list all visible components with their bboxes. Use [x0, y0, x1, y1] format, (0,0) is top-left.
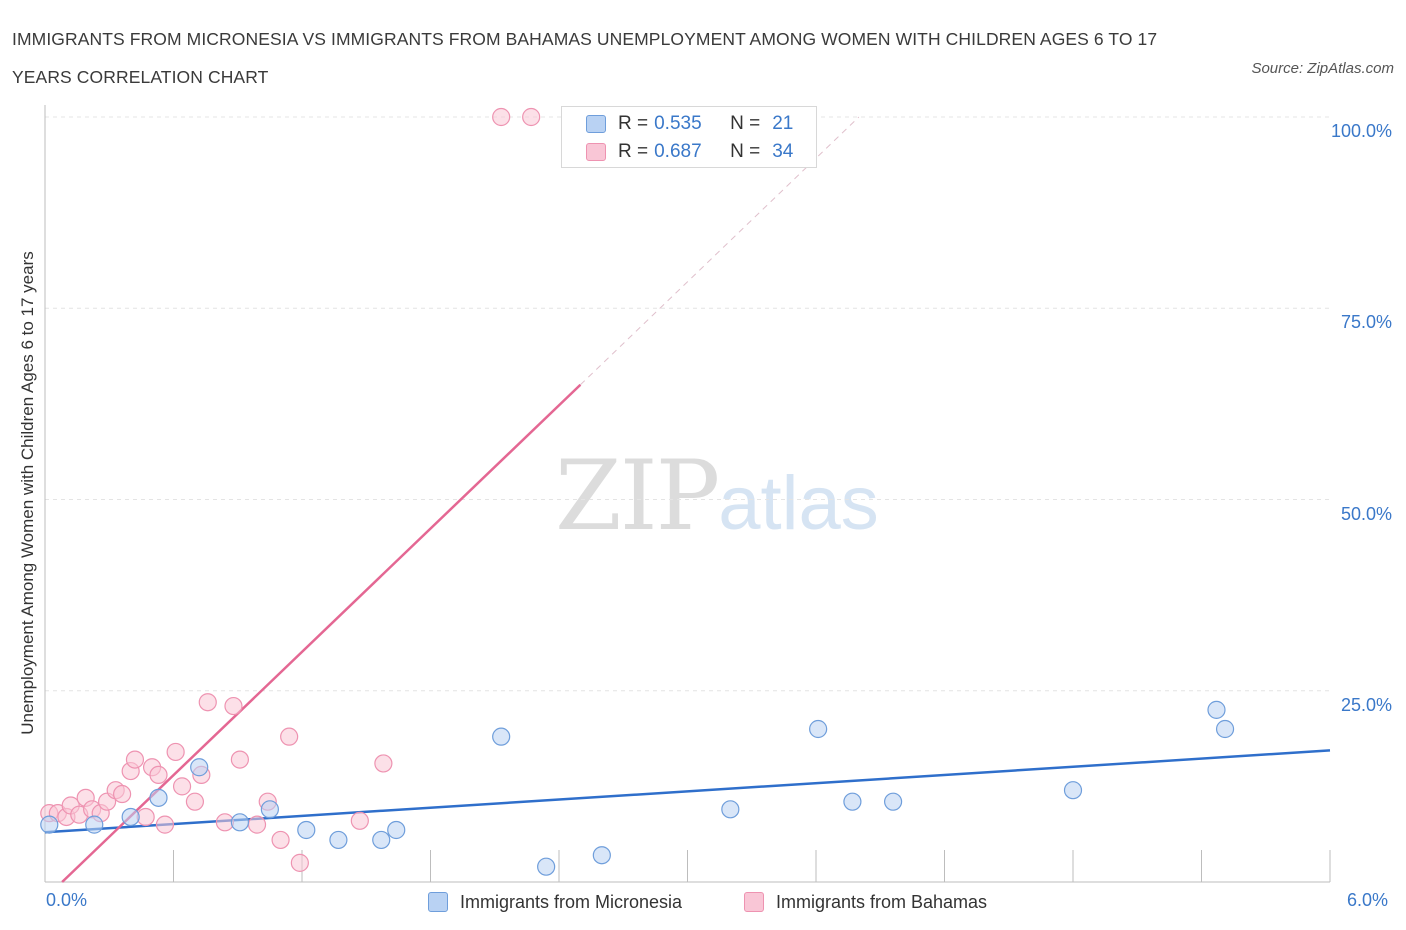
y-tick-label: 25.0% — [1340, 694, 1392, 715]
data-point-bahamas — [280, 727, 299, 746]
legend-swatch-micronesia — [586, 115, 606, 133]
legend-n-value: 34 — [772, 141, 794, 162]
series-swatch-bahamas — [744, 892, 764, 912]
data-point-bahamas — [290, 853, 309, 872]
watermark-zip: ZIP — [555, 440, 720, 552]
legend-n-label: N = — [730, 141, 761, 162]
data-point-micronesia — [329, 830, 348, 850]
data-point-bahamas — [166, 742, 185, 762]
data-point-micronesia — [1063, 781, 1083, 800]
data-point-micronesia — [387, 820, 406, 840]
legend-n-label: N = — [730, 113, 761, 134]
series-legend-bahamas: Immigrants from Bahamas — [744, 888, 987, 916]
legend-r-value: 0.535 — [654, 113, 702, 134]
legend-r-value: 0.687 — [654, 141, 702, 162]
trend-line-bahamas — [61, 383, 582, 883]
correlation-legend: R = 0.535 N = 21 R = 0.687 N = 34 — [561, 106, 817, 168]
data-point-bahamas — [522, 107, 541, 127]
data-point-micronesia — [843, 792, 862, 811]
series-legend-micronesia: Immigrants from Micronesia — [428, 888, 682, 916]
y-axis-label: Unemployment Among Women with Children A… — [18, 251, 37, 735]
x-tick-label-min: 0.0% — [46, 890, 88, 910]
data-point-micronesia — [1215, 719, 1235, 739]
series-swatch-micronesia — [428, 892, 448, 912]
x-tick-label-max: 6.0% — [1347, 890, 1389, 910]
data-point-bahamas — [125, 750, 145, 769]
data-point-bahamas — [247, 815, 267, 834]
grid-lines — [45, 116, 1330, 692]
data-point-bahamas — [350, 811, 369, 830]
data-point-bahamas — [149, 765, 168, 785]
data-point-bahamas — [230, 750, 249, 769]
data-point-bahamas — [155, 815, 175, 834]
data-point-bahamas — [492, 107, 511, 127]
data-point-bahamas — [112, 784, 132, 804]
watermark: ZIPatlas — [555, 440, 879, 552]
legend-r-label: R = — [618, 113, 649, 134]
data-point-bahamas — [172, 777, 192, 796]
data-point-micronesia — [121, 807, 140, 827]
legend-row-bahamas: R = 0.687 N = 34 — [586, 139, 793, 165]
legend-swatch-bahamas — [586, 143, 606, 161]
y-tick-label: 100.0% — [1330, 121, 1392, 141]
y-tick-label: 50.0% — [1340, 503, 1392, 524]
data-point-bahamas — [224, 696, 243, 716]
data-points — [40, 107, 1235, 876]
data-point-micronesia — [149, 788, 168, 807]
data-point-micronesia — [592, 846, 611, 865]
y-tick-label: 75.0% — [1340, 312, 1392, 333]
series-name-micronesia: Immigrants from Micronesia — [460, 891, 683, 912]
data-point-micronesia — [260, 800, 279, 819]
legend-r-label: R = — [618, 141, 649, 162]
chart-title: IMMIGRANTS FROM MICRONESIA VS IMMIGRANTS… — [12, 29, 1158, 87]
data-point-micronesia — [1207, 700, 1226, 719]
axes — [44, 105, 1331, 883]
data-point-micronesia — [721, 800, 740, 819]
data-point-micronesia — [809, 719, 828, 739]
source-credit: Source: ZipAtlas.com — [1251, 60, 1394, 77]
data-point-micronesia — [40, 815, 59, 834]
watermark-atlas: atlas — [718, 461, 879, 546]
data-point-micronesia — [85, 815, 104, 834]
legend-row-micronesia: R = 0.535 N = 21 — [586, 111, 793, 137]
data-point-micronesia — [537, 857, 556, 876]
data-point-micronesia — [492, 727, 511, 746]
data-point-bahamas — [271, 830, 290, 850]
data-point-bahamas — [185, 792, 205, 811]
data-point-micronesia — [190, 758, 209, 777]
data-point-bahamas — [198, 693, 217, 712]
data-point-micronesia — [883, 792, 903, 811]
series-name-bahamas: Immigrants from Bahamas — [776, 891, 988, 912]
data-point-bahamas — [374, 754, 393, 773]
data-point-micronesia — [372, 830, 391, 850]
data-point-micronesia — [297, 820, 316, 840]
legend-n-value: 21 — [772, 113, 794, 134]
data-point-micronesia — [230, 813, 249, 832]
